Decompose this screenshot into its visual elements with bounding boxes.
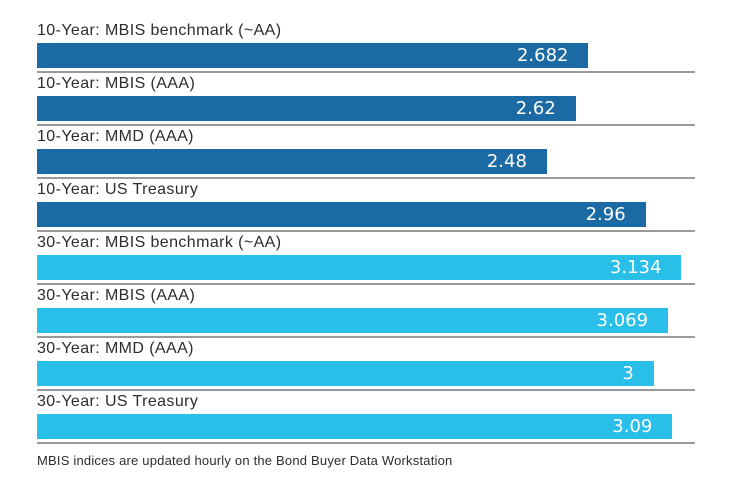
row-separator: [37, 177, 695, 179]
bar-30yr-mbis-aaa: 3.069: [37, 308, 669, 333]
bar-track: 3.134: [37, 255, 695, 280]
bar-value: 2.62: [515, 98, 556, 119]
bar-label: 30-Year: MBIS (AAA): [37, 287, 196, 304]
row-separator: [37, 124, 695, 126]
chart-row: 10-Year: US Treasury 2.96: [37, 180, 695, 232]
bar-track: 3.09: [37, 414, 695, 439]
bar-label: 30-Year: MBIS benchmark (~AA): [37, 234, 282, 251]
bar-label: 10-Year: US Treasury: [37, 181, 199, 198]
bar-track: 2.682: [37, 43, 695, 68]
chart-row: 10-Year: MBIS benchmark (~AA) 2.682: [37, 21, 695, 73]
bar-10yr-mbis-benchmark: 2.682: [37, 43, 589, 68]
bar-value: 3.134: [609, 257, 662, 278]
row-separator: [37, 71, 695, 73]
bar-track: 3: [37, 361, 695, 386]
bar-30yr-us-treasury: 3.09: [37, 414, 673, 439]
bar-label: 10-Year: MBIS benchmark (~AA): [37, 22, 282, 39]
footer-note: MBIS indices are updated hourly on the B…: [37, 453, 453, 468]
bar-label: 30-Year: MMD (AAA): [37, 340, 194, 357]
bar-track: 2.48: [37, 149, 695, 174]
chart-row: 10-Year: MBIS (AAA) 2.62: [37, 74, 695, 126]
row-separator: [37, 389, 695, 391]
chart-row: 30-Year: US Treasury 3.09: [37, 392, 695, 444]
bar-value: 3.069: [596, 310, 649, 331]
bar-label: 30-Year: US Treasury: [37, 393, 199, 410]
bar-30yr-mbis-benchmark: 3.134: [37, 255, 682, 280]
bar-track: 2.62: [37, 96, 695, 121]
bar-value: 2.96: [585, 204, 626, 225]
chart-row: 10-Year: MMD (AAA) 2.48: [37, 127, 695, 179]
chart-row: 30-Year: MBIS benchmark (~AA) 3.134: [37, 233, 695, 285]
bar-track: 2.96: [37, 202, 695, 227]
bar-value: 3.09: [612, 416, 653, 437]
row-separator: [37, 230, 695, 232]
bar-value: 3: [622, 363, 634, 384]
chart-row: 30-Year: MBIS (AAA) 3.069: [37, 286, 695, 338]
bar-10yr-mbis-aaa: 2.62: [37, 96, 576, 121]
bar-30yr-mmd-aaa: 3: [37, 361, 654, 386]
chart-row: 30-Year: MMD (AAA) 3: [37, 339, 695, 391]
row-separator: [37, 336, 695, 338]
row-separator: [37, 442, 695, 444]
bar-value: 2.48: [486, 151, 527, 172]
row-separator: [37, 283, 695, 285]
bar-10yr-mmd-aaa: 2.48: [37, 149, 547, 174]
bar-track: 3.069: [37, 308, 695, 333]
bond-yield-bar-chart: 10-Year: MBIS benchmark (~AA) 2.682 10-Y…: [37, 21, 695, 468]
bar-label: 10-Year: MBIS (AAA): [37, 75, 196, 92]
bar-10yr-us-treasury: 2.96: [37, 202, 646, 227]
bar-label: 10-Year: MMD (AAA): [37, 128, 194, 145]
bar-value: 2.682: [516, 45, 569, 66]
